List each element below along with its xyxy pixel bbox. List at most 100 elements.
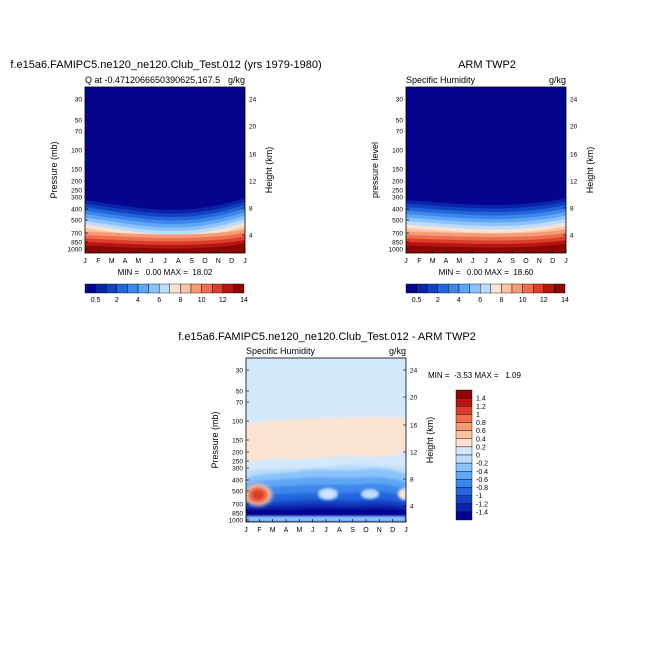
panel-model-units: g/kg <box>228 75 245 85</box>
x-tick-label: J <box>404 527 408 534</box>
colorbar-swatch <box>455 487 473 496</box>
colorbar-label: 0 <box>476 453 480 460</box>
y-right-tick-label: 8 <box>570 206 574 213</box>
y-tick-label: 100 <box>232 419 243 426</box>
colorbar-label: 0.4 <box>476 436 486 443</box>
colorbar-swatch <box>437 283 449 294</box>
y-right-tick-label: 12 <box>570 179 578 186</box>
colorbar-swatch <box>458 283 470 294</box>
colorbar-label: -0.6 <box>476 477 488 484</box>
x-tick-label: A <box>176 258 181 265</box>
colorbar-label: -1.2 <box>476 501 488 508</box>
colorbar-swatch <box>222 283 234 294</box>
x-tick-label: A <box>444 258 449 265</box>
x-tick-label: M <box>135 258 141 265</box>
y-tick-label: 100 <box>392 148 403 155</box>
x-tick-label: N <box>537 258 542 265</box>
colorbar-swatch <box>405 283 417 294</box>
y-right-tick-label: 24 <box>570 97 578 104</box>
y-tick-label: 500 <box>392 218 403 225</box>
colorbar-swatch <box>455 422 473 431</box>
colorbar-swatch <box>533 283 545 294</box>
colorbar-swatch <box>137 283 149 294</box>
x-tick-label: S <box>189 258 194 265</box>
x-tick-label: A <box>497 258 502 265</box>
panel-diff-y-ticks-right: 24 20 16 12 8 4 <box>403 368 418 511</box>
x-tick-label: M <box>430 258 436 265</box>
y-tick-label: 700 <box>71 231 82 238</box>
colorbar-label: 0.6 <box>476 428 486 435</box>
y-tick-label: 1000 <box>68 247 83 254</box>
colorbar-label: 8 <box>178 297 182 304</box>
x-tick-label: J <box>163 258 167 265</box>
y-right-tick-label: 8 <box>410 477 414 484</box>
y-tick-label: 700 <box>392 231 403 238</box>
y-tick-label: 30 <box>236 368 244 375</box>
y-tick-label: 50 <box>75 118 83 125</box>
y-right-tick-label: 16 <box>570 152 578 159</box>
colorbar-swatch <box>455 479 473 488</box>
x-tick-label: F <box>96 258 100 265</box>
colorbar-label: 14 <box>561 297 569 304</box>
colorbar-swatch <box>522 283 534 294</box>
colorbar-label: 8 <box>499 297 503 304</box>
y-tick-label: 400 <box>392 207 403 214</box>
colorbar-swatch <box>158 283 170 294</box>
panel-model-title: f.e15a6.FAMIPC5.ne120_ne120.Club_Test.01… <box>10 59 321 71</box>
y-tick-label: 70 <box>75 129 83 136</box>
colorbar-swatch <box>511 283 523 294</box>
y-right-tick-label: 20 <box>410 395 418 402</box>
y-tick-label: 1000 <box>229 518 244 525</box>
colorbar-swatch <box>455 389 473 399</box>
y-tick-label: 250 <box>392 188 403 195</box>
panel-obs-y-ticks-right: 24 20 16 12 8 4 <box>563 97 578 240</box>
y-tick-label: 700 <box>232 502 243 509</box>
colorbar-label: 12 <box>540 297 548 304</box>
panel-obs-stats: MIN = 0.00 MAX = 18.60 <box>439 268 534 277</box>
panel-diff-field <box>246 358 406 522</box>
y-right-tick-label: 4 <box>570 233 574 240</box>
colorbar-swatch <box>84 283 96 294</box>
x-tick-label: J <box>471 258 475 265</box>
y-tick-label: 150 <box>71 167 82 174</box>
colorbar-label: 2 <box>115 297 119 304</box>
panel-obs-field <box>406 87 566 253</box>
y-tick-label: 850 <box>71 240 82 247</box>
panel-model: f.e15a6.FAMIPC5.ne120_ne120.Club_Test.01… <box>10 59 321 304</box>
colorbar-swatch <box>427 283 439 294</box>
colorbar-label: -0.8 <box>476 485 488 492</box>
x-tick-label: N <box>216 258 221 265</box>
y-tick-label: 200 <box>71 179 82 186</box>
colorbar-swatch <box>148 283 160 294</box>
panel-diff-colorbar: 1.41.210.80.60.40.20-0.2-0.4-0.6-0.8-1-1… <box>455 389 488 521</box>
y-tick-label: 500 <box>232 489 243 496</box>
colorbar-swatch <box>455 438 473 448</box>
colorbar-swatch <box>455 471 473 480</box>
colorbar-label: 10 <box>519 297 527 304</box>
colorbar-label: 0.5 <box>91 297 101 304</box>
colorbar-label: 6 <box>478 297 482 304</box>
y-tick-label: 400 <box>71 207 82 214</box>
panel-obs-units: g/kg <box>549 75 566 85</box>
y-right-tick-label: 16 <box>410 423 418 430</box>
colorbar-swatch <box>201 283 213 294</box>
x-tick-label: A <box>284 527 289 534</box>
x-tick-label: M <box>109 258 115 265</box>
colorbar-label: 0.5 <box>412 297 422 304</box>
colorbar-swatch <box>455 503 473 513</box>
y-tick-label: 150 <box>232 438 243 445</box>
panel-diff-units: g/kg <box>389 346 406 356</box>
colorbar-label: 1.2 <box>476 404 486 411</box>
colorbar-label: 2 <box>436 297 440 304</box>
y-right-tick-label: 24 <box>249 97 257 104</box>
x-tick-label: N <box>377 527 382 534</box>
x-tick-label: J <box>311 527 315 534</box>
y-tick-label: 1000 <box>389 247 404 254</box>
x-tick-label: S <box>510 258 515 265</box>
colorbar-swatch <box>455 406 473 415</box>
